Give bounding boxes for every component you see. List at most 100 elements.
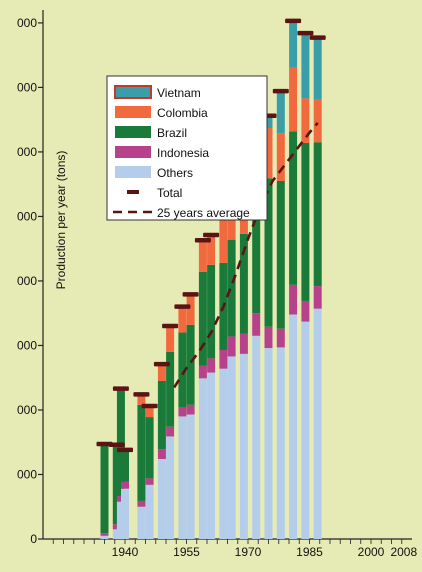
y-tick-label: 000 <box>17 338 37 352</box>
bar-brazil <box>112 445 121 525</box>
bar-brazil <box>239 233 248 334</box>
total-marker <box>309 35 326 40</box>
legend-swatch <box>115 126 151 138</box>
bar-others <box>178 416 187 539</box>
x-tick-label: 1985 <box>296 545 323 559</box>
bar-vietnam <box>276 91 285 134</box>
bar-colombia <box>264 128 273 179</box>
total-marker <box>112 386 129 391</box>
bar-indonesia <box>186 404 195 415</box>
bar-indonesia <box>289 284 298 315</box>
y-tick-label: 000 <box>17 274 37 288</box>
bar-others <box>276 347 285 539</box>
x-tick-label: 2000 <box>358 545 385 559</box>
bar-brazil <box>121 450 129 482</box>
total-marker <box>141 403 158 409</box>
bar-others <box>116 501 125 539</box>
y-tick-label: 000 <box>17 80 37 94</box>
bar-brazil <box>186 324 195 405</box>
bar-brazil <box>276 180 285 329</box>
bar-colombia <box>289 67 298 132</box>
bar-others <box>252 335 261 539</box>
bar-vietnam <box>313 38 322 100</box>
bar-indonesia <box>137 500 146 507</box>
y-tick-label: 000 <box>17 467 37 481</box>
bar-vietnam <box>301 33 310 99</box>
bar-colombia <box>313 99 322 143</box>
bar-colombia <box>301 98 310 143</box>
bar-indonesia <box>100 533 109 536</box>
bar-colombia <box>186 295 195 325</box>
bar-brazil <box>178 332 187 408</box>
bars <box>100 21 322 539</box>
bar-indonesia <box>178 407 187 417</box>
bar-colombia <box>178 307 187 333</box>
legend-label: 25 years average <box>157 206 250 220</box>
total-marker <box>182 292 199 297</box>
bar-others <box>100 535 109 539</box>
bar-indonesia <box>313 286 322 309</box>
bar-indonesia <box>252 313 261 336</box>
bar-indonesia <box>301 300 310 322</box>
bar-indonesia <box>276 328 285 348</box>
bar-brazil <box>264 178 273 327</box>
bar-indonesia <box>116 495 125 502</box>
total-marker <box>285 18 302 24</box>
legend-label: Others <box>157 166 193 180</box>
bar-brazil <box>301 142 310 301</box>
legend-swatch <box>115 146 151 158</box>
legend-swatch <box>127 190 139 194</box>
x-tick-label: 1955 <box>173 545 200 559</box>
bar-colombia <box>219 208 228 263</box>
bar-indonesia <box>207 358 216 373</box>
bar-others <box>137 506 146 539</box>
bar-colombia <box>157 364 166 381</box>
total-marker <box>203 232 220 238</box>
bar-indonesia <box>166 426 175 437</box>
x-tick-label: 2008 <box>390 545 417 559</box>
total-marker <box>162 323 179 329</box>
bar-brazil <box>157 380 166 450</box>
bar-brazil <box>100 444 109 534</box>
bar-colombia <box>145 406 154 418</box>
bar-others <box>239 353 248 539</box>
bar-indonesia <box>227 336 236 357</box>
bar-colombia <box>207 235 216 265</box>
bar-colombia <box>166 326 175 352</box>
bar-colombia <box>198 240 207 272</box>
total-marker <box>194 237 211 243</box>
legend: Vietnam Colombia Brazil Indonesia Others Tota… <box>106 75 268 221</box>
y-tick-label: 000 <box>17 145 37 159</box>
y-tick-label: 000 <box>17 16 37 30</box>
bar-others <box>289 314 298 539</box>
y-tick-label: 000 <box>17 403 37 417</box>
bar-indonesia <box>239 333 248 354</box>
bar-vietnam <box>264 116 273 129</box>
total-marker <box>153 361 170 367</box>
bar-indonesia <box>112 524 121 530</box>
bar-colombia <box>276 133 285 181</box>
average-line <box>173 122 319 389</box>
bar-indonesia <box>145 478 154 485</box>
bar-others <box>227 356 236 539</box>
legend-label: Brazil <box>157 126 187 140</box>
bar-indonesia <box>219 349 228 369</box>
bar-others <box>207 372 216 539</box>
bar-vietnam <box>289 21 298 68</box>
total-marker <box>96 441 113 447</box>
bar-brazil <box>166 351 175 427</box>
x-tick-label: 1970 <box>235 545 262 559</box>
bar-others <box>121 488 129 539</box>
y-tick-label: 000 <box>17 209 37 223</box>
bar-brazil <box>137 404 146 501</box>
total-marker <box>272 88 289 94</box>
bar-others <box>198 378 207 539</box>
total-marker <box>174 304 191 309</box>
y-tick-label: 0 <box>30 532 37 546</box>
bar-others <box>112 529 121 539</box>
total-marker <box>297 30 314 36</box>
total-marker <box>133 392 150 397</box>
bar-others <box>145 484 154 539</box>
bar-others <box>301 321 310 539</box>
